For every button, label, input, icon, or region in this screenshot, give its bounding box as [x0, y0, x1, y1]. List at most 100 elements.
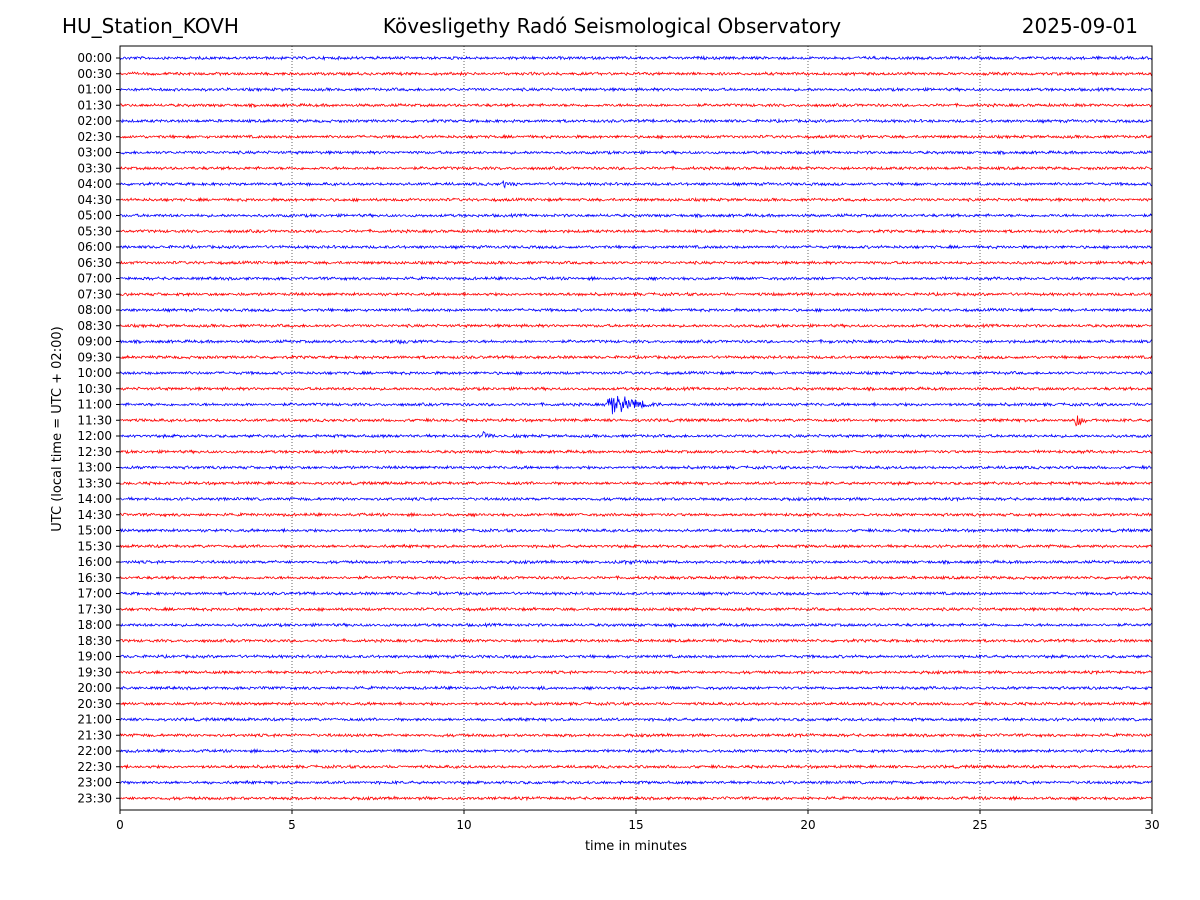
- y-tick-label-07:30: 07:30: [77, 287, 112, 301]
- trace-18:00: [119, 622, 1153, 629]
- trace-10:00: [119, 369, 1153, 376]
- trace-23:00: [119, 779, 1153, 786]
- trace-09:30: [119, 354, 1153, 361]
- y-tick-label-04:30: 04:30: [77, 193, 112, 207]
- trace-08:30: [119, 322, 1153, 329]
- trace-11:00: [119, 395, 1153, 415]
- y-tick-label-06:00: 06:00: [77, 240, 112, 254]
- trace-07:30: [119, 291, 1153, 298]
- trace-07:00: [119, 275, 1153, 282]
- trace-22:00: [119, 748, 1153, 754]
- station-name: HU_Station_KOVH: [62, 14, 239, 38]
- trace-group: [119, 54, 1153, 802]
- trace-09:00: [119, 338, 1153, 345]
- y-tick-label-18:00: 18:00: [77, 618, 112, 632]
- y-tick-label-19:30: 19:30: [77, 665, 112, 679]
- chart-date: 2025-09-01: [1021, 14, 1138, 38]
- x-tick-label-15: 15: [628, 818, 643, 832]
- trace-19:30: [119, 669, 1153, 676]
- y-tick-label-15:00: 15:00: [77, 524, 112, 538]
- y-tick-label-02:00: 02:00: [77, 114, 112, 128]
- y-tick-label-22:00: 22:00: [77, 744, 112, 758]
- y-tick-label-08:00: 08:00: [77, 303, 112, 317]
- y-tick-label-11:00: 11:00: [77, 398, 112, 412]
- trace-21:00: [119, 716, 1153, 723]
- chart-title: Kövesligethy Radó Seismological Observat…: [382, 14, 842, 38]
- y-tick-label-17:00: 17:00: [77, 587, 112, 601]
- y-tick-label-13:00: 13:00: [77, 461, 112, 475]
- trace-10:30: [119, 385, 1153, 392]
- trace-22:30: [119, 763, 1153, 770]
- x-tick-label-10: 10: [456, 818, 471, 832]
- y-tick-label-10:30: 10:30: [77, 382, 112, 396]
- x-tick-label-30: 30: [1144, 818, 1159, 832]
- trace-15:30: [119, 543, 1153, 550]
- trace-20:30: [119, 700, 1153, 707]
- y-axis-label: UTC (local time = UTC + 02:00): [50, 326, 65, 531]
- y-tick-label-18:30: 18:30: [77, 634, 112, 648]
- trace-00:00: [119, 54, 1153, 62]
- y-tick-label-05:30: 05:30: [77, 224, 112, 238]
- trace-14:30: [119, 511, 1153, 518]
- trace-12:30: [119, 448, 1153, 455]
- trace-06:30: [119, 259, 1153, 266]
- trace-17:30: [119, 606, 1153, 613]
- y-tick-label-20:00: 20:00: [77, 681, 112, 695]
- trace-16:30: [119, 574, 1153, 581]
- x-tick-label-25: 25: [972, 818, 987, 832]
- trace-21:30: [119, 732, 1153, 739]
- x-tick-label-20: 20: [800, 818, 815, 832]
- y-tick-label-12:00: 12:00: [77, 429, 112, 443]
- y-tick-label-00:00: 00:00: [77, 51, 112, 65]
- trace-02:30: [119, 133, 1153, 140]
- x-tick-label-0: 0: [116, 818, 124, 832]
- trace-00:30: [119, 70, 1153, 77]
- trace-14:00: [119, 496, 1153, 503]
- y-tick-label-23:00: 23:00: [77, 776, 112, 790]
- trace-04:30: [119, 196, 1153, 203]
- y-tick-label-06:30: 06:30: [77, 256, 112, 270]
- trace-17:00: [119, 590, 1153, 597]
- y-tick-label-16:30: 16:30: [77, 571, 112, 585]
- y-tick-label-12:30: 12:30: [77, 445, 112, 459]
- y-tick-label-14:00: 14:00: [77, 492, 112, 506]
- y-tick-label-21:00: 21:00: [77, 713, 112, 727]
- trace-04:00: [119, 180, 1153, 189]
- trace-19:00: [119, 653, 1153, 660]
- trace-15:00: [119, 527, 1153, 534]
- y-tick-label-13:30: 13:30: [77, 476, 112, 490]
- y-tick-label-08:30: 08:30: [77, 319, 112, 333]
- y-tick-label-17:30: 17:30: [77, 602, 112, 616]
- y-tick-label-09:30: 09:30: [77, 350, 112, 364]
- y-tick-label-02:30: 02:30: [77, 130, 112, 144]
- trace-05:30: [119, 228, 1153, 235]
- y-tick-label-21:30: 21:30: [77, 728, 112, 742]
- y-tick-label-15:30: 15:30: [77, 539, 112, 553]
- y-tick-label-19:00: 19:00: [77, 650, 112, 664]
- y-tick-label-09:00: 09:00: [77, 335, 112, 349]
- y-tick-label-14:30: 14:30: [77, 508, 112, 522]
- trace-03:00: [119, 149, 1153, 156]
- trace-08:00: [119, 307, 1153, 313]
- trace-02:00: [119, 117, 1153, 124]
- trace-12:00: [119, 430, 1153, 440]
- y-tick-label-22:30: 22:30: [77, 760, 112, 774]
- x-ticks: 0 5 10 15 20 25 30: [116, 810, 1160, 832]
- trace-13:30: [119, 480, 1153, 487]
- y-tick-label-00:30: 00:30: [77, 67, 112, 81]
- trace-20:00: [119, 685, 1153, 691]
- y-tick-label-07:00: 07:00: [77, 272, 112, 286]
- y-tick-label-23:30: 23:30: [77, 791, 112, 805]
- trace-05:00: [119, 212, 1153, 219]
- trace-03:30: [119, 165, 1153, 172]
- trace-06:00: [119, 243, 1153, 250]
- y-tick-label-03:00: 03:00: [77, 146, 112, 160]
- trace-01:00: [119, 86, 1153, 93]
- x-axis-label: time in minutes: [585, 839, 687, 854]
- trace-18:30: [119, 637, 1153, 644]
- y-tick-label-01:00: 01:00: [77, 83, 112, 97]
- y-tick-label-11:30: 11:30: [77, 413, 112, 427]
- y-tick-label-20:30: 20:30: [77, 697, 112, 711]
